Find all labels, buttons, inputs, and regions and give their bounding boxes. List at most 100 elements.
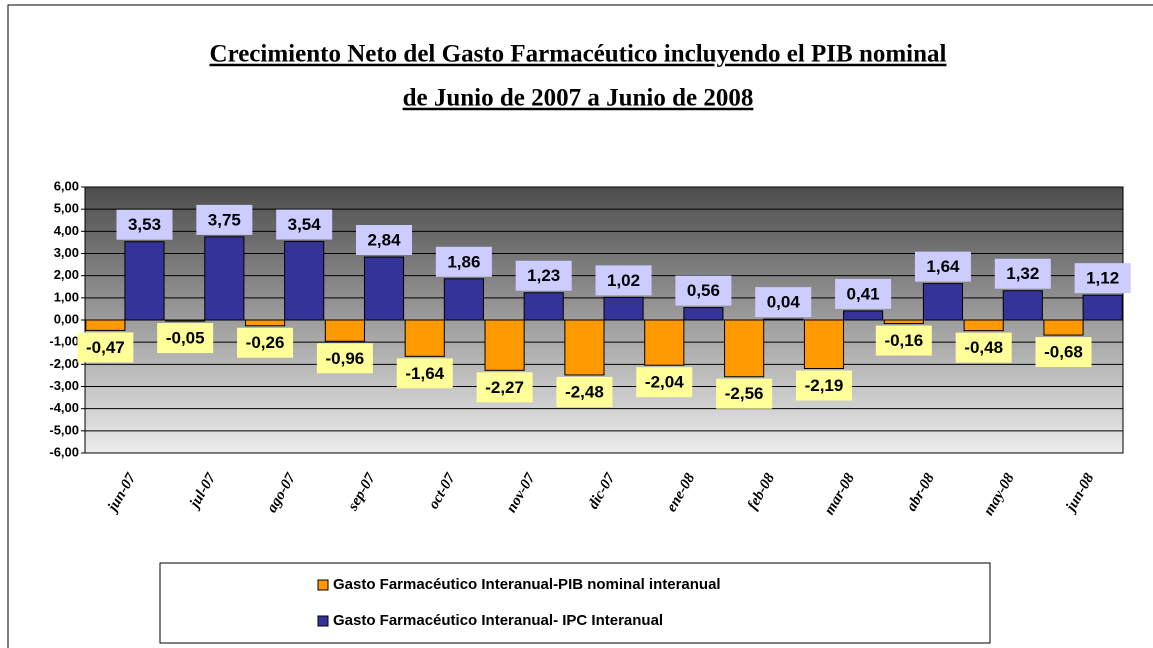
x-tick-label: ene-08 [664,470,699,515]
y-tick-label: 2,00 [54,267,79,282]
value-label: 1,86 [447,252,480,271]
value-label: 1,23 [527,266,560,285]
bar [85,319,126,331]
value-label-box [77,332,134,363]
frame [7,4,1153,648]
value-label: -1,64 [405,364,444,383]
y-tick-label: -6,00 [49,444,79,459]
bar [1043,319,1084,336]
bar [443,278,484,321]
bar [803,319,845,370]
bar [165,319,206,322]
value-label-box [595,265,652,296]
y-tick-label: 4,00 [54,223,79,238]
x-tick-label: mar-08 [822,470,859,517]
value-label: -2,27 [485,378,524,397]
value-label-box [515,260,572,291]
y-tick-label: 6,00 [54,178,79,193]
value-label-box [795,370,852,401]
value-label-box [276,209,333,240]
legend-swatch [317,615,329,627]
value-label-box [396,358,453,389]
bar [724,319,765,378]
legend-label: Gasto Farmacéutico Interanual- IPC Inter… [333,612,663,629]
bar [683,307,724,321]
value-label: -0,47 [86,338,125,357]
bar [284,241,325,321]
value-label-box [316,343,373,374]
value-label: -0,68 [1044,343,1083,362]
value-label-box [116,209,173,240]
value-label-box [196,204,253,235]
bar [843,310,884,321]
y-tick-label: -5,00 [49,422,79,437]
bar [523,292,564,321]
bar [644,319,685,366]
x-tick-label: jul-07 [186,470,219,512]
value-label-box [556,376,613,407]
y-tick-label: -3,00 [49,378,79,393]
value-label: 2,84 [367,231,401,250]
x-tick-label: abr-08 [904,470,939,514]
value-label: 1,64 [926,257,960,276]
value-label: 3,53 [128,215,161,234]
bar [124,241,165,321]
chart-title: Crecimiento Neto del Gasto Farmacéutico … [210,41,947,68]
bar [324,319,365,342]
bar [564,319,605,376]
bar [244,319,286,327]
value-label-box [636,367,693,398]
value-label: 1,02 [607,271,640,290]
value-label: -0,48 [964,338,1003,357]
bar [922,283,964,321]
bar [883,319,924,325]
bar [484,319,525,371]
value-label-box [675,275,732,306]
value-label: 1,32 [1006,264,1039,283]
value-label: -0,05 [166,329,205,348]
y-tick-label: -1,00 [49,334,79,349]
value-label: 0,41 [847,284,880,303]
value-label: 0,56 [687,281,720,300]
value-label-box [476,372,533,403]
value-label-box [435,246,492,277]
value-label: -0,16 [884,331,923,350]
chart-title: de Junio de 2007 a Junio de 2008 [403,85,754,112]
bar [1082,294,1123,321]
bar [603,296,644,321]
y-tick-label: -2,00 [49,356,79,371]
y-tick-label: -4,00 [49,400,79,415]
value-label-box [237,327,294,358]
value-label: 0,04 [767,293,801,312]
x-tick-label: sep-07 [345,470,380,514]
bar [963,319,1004,332]
value-label: -2,19 [805,376,844,395]
x-tick-label: may-08 [981,470,1018,518]
value-label-box [835,278,892,309]
value-label-box [157,323,214,354]
value-label-box [875,325,932,356]
y-tick-label: 1,00 [54,289,79,304]
value-label-box [1074,263,1131,294]
legend-label: Gasto Farmacéutico Interanual-PIB nomina… [333,576,721,593]
value-label-box [755,287,812,318]
x-tick-label: nov-07 [503,470,538,515]
y-tick-label: 0,00 [54,311,79,326]
legend-swatch [317,579,329,591]
x-tick-label: feb-08 [745,470,779,512]
x-tick-label: ago-07 [264,470,299,515]
y-tick-label: 5,00 [54,201,79,216]
x-tick-label: oct-07 [426,470,459,512]
value-label: 3,75 [208,210,241,229]
value-label: -0,96 [326,349,365,368]
bar [1002,290,1043,321]
value-label: -2,56 [725,384,764,403]
value-label: -2,48 [565,382,604,401]
value-label: 1,12 [1086,269,1119,288]
value-label: 3,54 [288,215,322,234]
bar [404,319,445,357]
value-label-box [1035,337,1092,368]
value-label-box [716,378,773,409]
value-label: -2,04 [645,373,684,392]
value-label-box [955,332,1012,363]
